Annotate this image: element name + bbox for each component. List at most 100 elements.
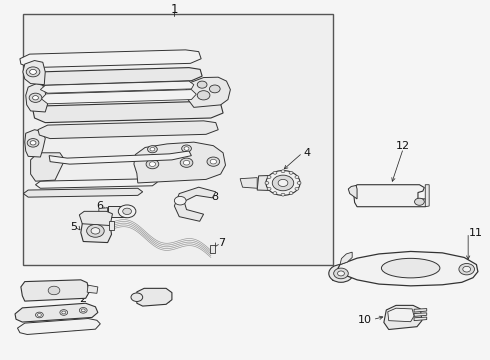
Circle shape [79,307,87,313]
Polygon shape [20,50,201,68]
Polygon shape [41,90,196,104]
Text: 13: 13 [158,295,172,305]
Circle shape [180,158,193,167]
Polygon shape [15,303,98,322]
Polygon shape [134,142,225,183]
Circle shape [197,91,210,100]
Bar [24,14,333,265]
Circle shape [32,96,38,100]
Circle shape [295,188,299,190]
Polygon shape [81,217,112,243]
Circle shape [149,162,156,166]
Polygon shape [99,208,108,215]
Circle shape [182,145,192,152]
Circle shape [273,171,277,174]
Circle shape [210,159,217,164]
Polygon shape [25,130,45,157]
Circle shape [209,85,220,93]
Polygon shape [174,187,216,221]
Polygon shape [79,211,113,225]
Circle shape [30,141,36,145]
Circle shape [267,176,271,179]
Circle shape [197,81,207,88]
Circle shape [265,181,269,184]
Polygon shape [257,175,282,191]
Polygon shape [40,81,194,93]
Text: 10: 10 [358,315,372,325]
Text: 8: 8 [211,192,218,202]
Circle shape [26,67,40,77]
Circle shape [272,175,294,191]
Text: 9: 9 [330,273,338,283]
Circle shape [289,171,293,174]
Polygon shape [384,305,422,329]
Circle shape [463,266,470,272]
Circle shape [62,311,66,314]
Circle shape [295,176,299,179]
Circle shape [150,148,155,151]
Polygon shape [186,77,230,107]
Polygon shape [414,317,427,321]
Circle shape [131,293,143,301]
Circle shape [35,312,43,318]
Polygon shape [18,319,100,334]
Circle shape [334,268,348,279]
Polygon shape [31,68,202,85]
Polygon shape [414,309,427,312]
Circle shape [281,193,285,196]
Circle shape [81,309,85,312]
Circle shape [184,147,189,150]
Text: 6: 6 [97,201,104,211]
Text: 3: 3 [70,323,77,333]
Text: 1: 1 [171,3,178,15]
Circle shape [273,192,277,194]
Circle shape [459,264,474,275]
Circle shape [87,225,104,237]
Polygon shape [425,185,429,207]
Circle shape [415,198,424,205]
Circle shape [60,310,68,315]
Polygon shape [348,185,357,199]
Circle shape [48,286,60,295]
Polygon shape [414,313,427,316]
Polygon shape [30,153,65,181]
Bar [109,221,115,230]
Circle shape [297,181,301,184]
Polygon shape [33,101,223,123]
Circle shape [118,205,136,218]
Text: 7: 7 [218,238,225,248]
Polygon shape [338,251,478,286]
Circle shape [122,208,131,215]
Polygon shape [108,206,126,217]
Circle shape [29,93,42,102]
Polygon shape [49,151,192,164]
Polygon shape [21,280,89,301]
Text: 4: 4 [303,148,311,158]
Text: 5: 5 [70,222,77,232]
Circle shape [278,179,288,186]
Circle shape [289,192,293,194]
Polygon shape [388,308,414,322]
Circle shape [281,170,285,173]
Polygon shape [23,60,45,85]
Polygon shape [35,179,157,188]
Circle shape [267,188,271,190]
Ellipse shape [381,258,440,278]
Circle shape [183,161,190,165]
Circle shape [146,159,159,169]
Polygon shape [340,252,352,265]
Polygon shape [87,285,98,293]
Polygon shape [137,288,172,306]
Polygon shape [26,84,48,112]
Circle shape [338,271,344,276]
Bar [210,246,215,253]
Circle shape [174,197,186,205]
Circle shape [147,146,157,153]
Polygon shape [240,177,257,188]
Circle shape [30,69,36,75]
Circle shape [37,314,41,316]
Polygon shape [353,185,428,207]
Polygon shape [24,188,143,197]
Circle shape [91,228,100,234]
Circle shape [207,157,220,166]
